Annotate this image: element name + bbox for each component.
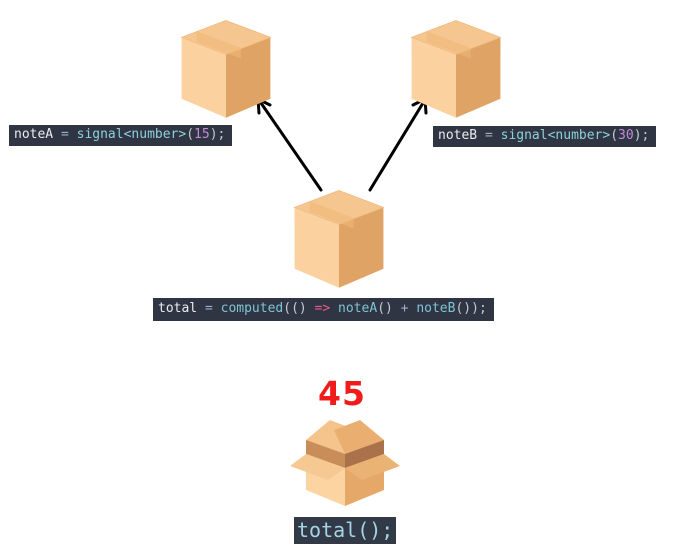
assign-op: = bbox=[53, 127, 77, 142]
paren-open: ( bbox=[610, 128, 619, 143]
code-note-b: noteB = signal<number>(30); bbox=[433, 126, 657, 147]
computed-name: total bbox=[158, 301, 198, 316]
plus-op: + bbox=[392, 301, 417, 316]
paren-open: (( bbox=[283, 301, 299, 316]
call-tail: ()); bbox=[455, 301, 487, 316]
signal-fn: signal<number> bbox=[76, 127, 187, 142]
assign-op: = bbox=[197, 301, 221, 316]
paren-close: ); bbox=[633, 128, 650, 143]
result-value: 45 bbox=[318, 374, 366, 413]
open-box-icon bbox=[290, 420, 400, 506]
closed-box-icon bbox=[293, 190, 385, 288]
signal-value: 15 bbox=[194, 127, 210, 142]
assign-op: = bbox=[477, 128, 501, 143]
computed-fn: computed bbox=[220, 301, 284, 316]
params-close: ) bbox=[298, 301, 307, 316]
closed-box-icon bbox=[410, 20, 502, 118]
signal-name: noteA bbox=[14, 127, 54, 142]
paren-close: ); bbox=[209, 127, 226, 142]
signal-value: 30 bbox=[618, 128, 634, 143]
dep-note-b: noteB bbox=[416, 301, 456, 316]
dep-note-a: noteA bbox=[338, 301, 378, 316]
closed-box-icon bbox=[180, 20, 272, 118]
paren-open: ( bbox=[186, 127, 195, 142]
arrow-op: => bbox=[306, 301, 339, 316]
call-parens: () bbox=[377, 301, 393, 316]
code-total-computed: total = computed(() => noteA() + noteB()… bbox=[153, 298, 494, 321]
total-call-code: total(); bbox=[294, 517, 397, 544]
signal-name: noteB bbox=[438, 128, 478, 143]
code-note-a: noteA = signal<number>(15); bbox=[9, 125, 233, 146]
signal-fn: signal<number> bbox=[500, 128, 611, 143]
